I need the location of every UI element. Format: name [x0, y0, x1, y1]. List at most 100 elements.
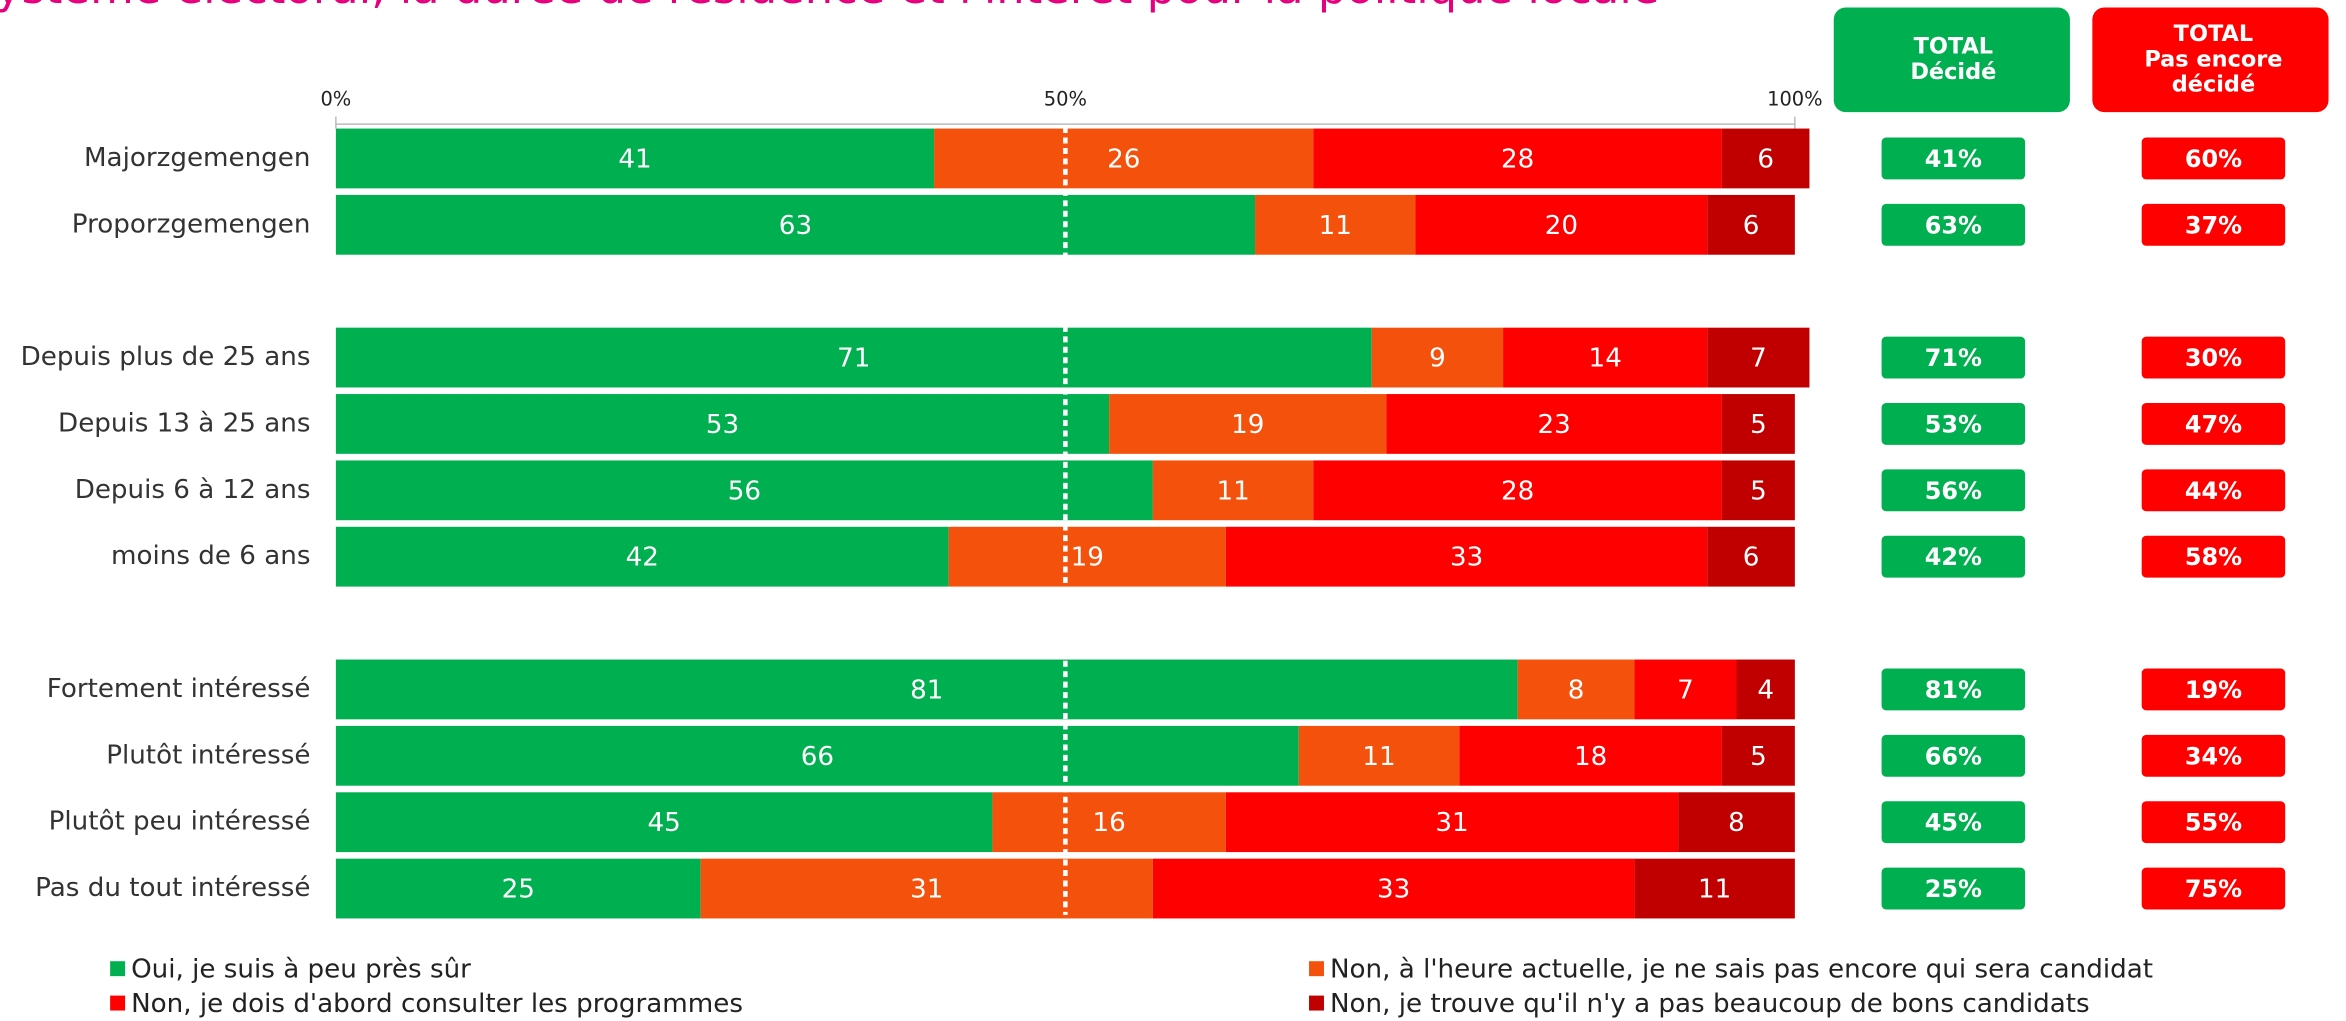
bar-segment: [948, 526, 1226, 587]
total-label: 45%: [1925, 809, 1982, 837]
x-tick-label: 50%: [1044, 88, 1087, 111]
total-box: [2141, 668, 2286, 711]
data-label: 33: [1377, 875, 1410, 905]
bar-segment: [1255, 194, 1416, 255]
bar-segment: [1313, 460, 1722, 521]
total-box: [1881, 203, 2026, 246]
total-label: 71%: [1925, 344, 1982, 372]
bar-segment: [1736, 659, 1795, 720]
bar-segment: [1459, 725, 1722, 786]
bar-segment: [992, 792, 1226, 853]
bar-segment: [1415, 194, 1708, 255]
total-box: [2141, 867, 2286, 910]
data-label: 6: [1757, 144, 1774, 174]
category-label: Depuis 13 à 25 ans: [58, 408, 310, 438]
bar-segment: [1707, 194, 1795, 255]
data-label: 7: [1677, 675, 1694, 705]
total-box: [2141, 469, 2286, 512]
data-label: 19: [1071, 543, 1104, 573]
total-label: 34%: [2185, 742, 2242, 770]
category-label: Pas du tout intéressé: [35, 873, 310, 903]
data-label: 66: [801, 742, 834, 772]
total-label: 42%: [1925, 543, 1982, 571]
bar-segment: [700, 858, 1153, 919]
bar-segment: [1152, 460, 1314, 521]
total-box: [1881, 668, 2026, 711]
total-header: TOTAL: [1914, 34, 1993, 60]
data-label: 5: [1750, 476, 1767, 506]
legend-swatch: [110, 995, 126, 1011]
bar-segment: [335, 128, 935, 189]
chart-title: ystème électoral, la durée de résidence …: [0, 0, 1659, 14]
legend-swatch: [110, 961, 126, 977]
data-label: 14: [1589, 344, 1622, 374]
total-header-box: [2092, 7, 2329, 113]
legend-swatch: [1309, 961, 1324, 977]
data-label: 53: [706, 410, 739, 440]
data-label: 16: [1092, 808, 1125, 838]
bar-segment: [1371, 327, 1504, 388]
category-label: Fortement intéressé: [47, 674, 311, 704]
total-box: [1881, 403, 2026, 445]
bar-segment: [1225, 792, 1679, 853]
total-box: [2141, 535, 2286, 578]
total-label: 19%: [2185, 676, 2242, 704]
data-label: 11: [1217, 476, 1250, 506]
data-label: 11: [1698, 875, 1731, 905]
data-label: 71: [837, 344, 870, 374]
total-box: [1881, 137, 2026, 180]
data-label: 31: [1435, 808, 1468, 838]
category-label: Plutôt peu intéressé: [49, 807, 311, 837]
bar-segment: [1634, 659, 1737, 720]
data-label: 81: [910, 675, 943, 705]
total-label: 56%: [1925, 477, 1982, 505]
bar-segment: [1225, 526, 1708, 587]
data-label: 9: [1429, 344, 1446, 374]
total-header: Pas encore: [2144, 46, 2282, 72]
bar-segment: [335, 194, 1256, 255]
total-box: [1881, 535, 2026, 578]
x-tick-label: 100%: [1767, 88, 1823, 111]
bar-segment: [1517, 659, 1635, 720]
bar-segment: [1298, 725, 1460, 786]
total-label: 37%: [2185, 211, 2242, 239]
bar-segment: [335, 858, 701, 919]
bar-segment: [335, 659, 1518, 720]
bar-segment: [335, 394, 1110, 454]
total-box: [2141, 336, 2286, 379]
total-box: [1881, 469, 2026, 512]
total-label: 44%: [2185, 477, 2242, 505]
data-label: 28: [1501, 476, 1534, 506]
x-tick-label: 0%: [320, 88, 351, 111]
total-header: décidé: [2172, 72, 2255, 98]
data-label: 19: [1231, 410, 1264, 440]
bar-segment: [934, 128, 1314, 189]
data-label: 5: [1750, 742, 1767, 772]
bar-segment: [335, 327, 1372, 388]
data-label: 42: [626, 543, 659, 573]
category-label: Depuis 6 à 12 ans: [75, 475, 311, 505]
data-label: 56: [728, 476, 761, 506]
total-label: 58%: [2185, 543, 2242, 571]
total-label: 53%: [1925, 410, 1982, 438]
total-label: 41%: [1925, 145, 1982, 173]
category-label: Plutôt intéressé: [106, 740, 310, 770]
data-label: 7: [1750, 344, 1767, 374]
total-label: 25%: [1925, 875, 1982, 903]
data-label: 26: [1107, 144, 1140, 174]
category-label: Proporzgemengen: [72, 209, 311, 239]
bar-segment: [1678, 792, 1795, 853]
bar-segment: [1503, 327, 1708, 388]
total-label: 63%: [1925, 211, 1982, 239]
bar-segment: [1109, 394, 1387, 454]
data-label: 45: [647, 808, 680, 838]
total-label: 66%: [1925, 742, 1982, 770]
bar-segment: [335, 792, 993, 853]
total-header: TOTAL: [2174, 21, 2253, 47]
data-label: 25: [502, 875, 535, 905]
total-box: [1881, 801, 2026, 844]
total-label: 55%: [2185, 809, 2242, 837]
total-box: [2141, 137, 2286, 180]
bar-segment: [1313, 128, 1722, 189]
data-label: 63: [779, 211, 812, 241]
